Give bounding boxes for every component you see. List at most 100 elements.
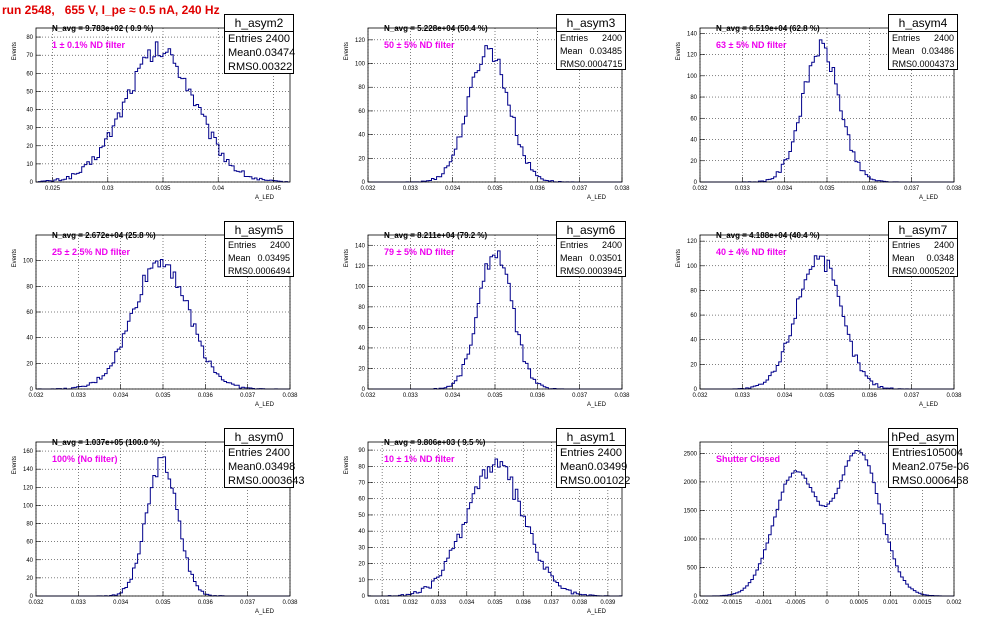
histogram-svg: 0.032 0.033 0.034 0.035 0.036 0.037 0.038 0 20 40… <box>676 27 962 201</box>
stats-value-mean: 0.03499 <box>587 461 628 473</box>
stats-row-mean: Mean 2.075e-06 <box>889 460 969 474</box>
histogram-panel-h_asym7: 0.032 0.033 0.034 0.035 0.036 0.037 0.038 0 20 40… <box>664 207 996 414</box>
y-axis-label: Events <box>344 42 350 60</box>
y-tick-label: 80 <box>358 464 365 470</box>
y-tick-label: 140 <box>687 31 698 37</box>
stats-box: h_asym4 Entries 2400 Mean 0.03486 RMS 0.000437… <box>888 14 958 70</box>
navg-label: N_avg = 4.188e+04 (40.4 %) <box>716 231 820 240</box>
histogram-panel-h_asym0: 0.032 0.033 0.034 0.035 0.036 0.037 0.038 0 20 40… <box>0 414 332 621</box>
y-tick-label: 60 <box>358 497 365 503</box>
page-title: run 2548, 655 V, I_pe ≈ 0.5 nA, 240 Hz <box>2 3 220 17</box>
y-tick-label: 40 <box>358 133 365 139</box>
y-tick-label: 20 <box>26 576 33 582</box>
stats-box-title: h_asym0 <box>225 429 293 446</box>
filter-label: 1 ± 0.1% ND filter <box>52 40 125 50</box>
x-tick-label: 0.033 <box>735 186 751 192</box>
y-tick-label: 100 <box>687 264 698 270</box>
histogram-line <box>699 450 955 597</box>
y-tick-label: 30 <box>358 545 365 551</box>
x-tick-label: 0.038 <box>572 600 588 606</box>
stats-row-rms: RMS 0.0004715 <box>557 58 625 71</box>
y-axis-label: Events <box>344 249 350 267</box>
x-axis-label: A_LED <box>919 402 939 408</box>
stats-row-rms: RMS 0.0003945 <box>557 265 625 278</box>
histogram-panel-h_asym6: 0.032 0.033 0.034 0.035 0.036 0.037 0.038 0 20 40… <box>332 207 664 414</box>
filter-label: 63 ± 5% ND filter <box>716 40 787 50</box>
y-tick-label: 40 <box>690 338 697 344</box>
x-tick-label: 0.031 <box>375 600 391 606</box>
x-axis-label: A_LED <box>919 195 939 201</box>
stats-value-entries: 2400 <box>933 33 954 43</box>
x-tick-label: 0.036 <box>198 600 214 606</box>
histogram-svg: 0.032 0.033 0.034 0.035 0.036 0.037 0.038 0 20 40… <box>676 234 962 408</box>
y-tick-label: 80 <box>358 305 365 311</box>
y-tick-label: 30 <box>26 126 33 132</box>
y-tick-label: 0 <box>694 180 698 186</box>
stats-label-mean: Mean <box>560 461 588 473</box>
filter-label: 100% (No filter) <box>52 454 118 464</box>
y-tick-label: 100 <box>23 503 34 509</box>
y-tick-label: 80 <box>26 35 33 41</box>
y-tick-label: 0 <box>30 180 34 186</box>
stats-box: h_asym2 Entries 2400 Mean 0.03474 RMS 0.00322 <box>224 14 295 74</box>
x-tick-label: 0.034 <box>777 186 793 192</box>
x-tick-label: 0.032 <box>692 393 708 399</box>
y-tick-label: 10 <box>358 578 365 584</box>
x-tick-label: 0.037 <box>904 186 920 192</box>
y-axis-label: Events <box>676 42 682 60</box>
y-tick-label: 80 <box>690 95 697 101</box>
y-tick-label: 20 <box>690 362 697 368</box>
histogram-panel-hPed_asym: -0.002 -0.0015 -0.001 -0.0005 0 0.0005 0.001 0.… <box>664 414 996 621</box>
histogram-svg: 0.032 0.033 0.034 0.035 0.036 0.037 0.038 0 20 40… <box>12 234 298 408</box>
y-tick-label: 120 <box>23 485 34 491</box>
y-tick-label: 70 <box>26 53 33 59</box>
stats-label-mean: Mean <box>560 253 583 263</box>
stats-box: hPed_asym Entries 105004 Mean 2.075e-06 RMS 0.… <box>888 428 969 488</box>
x-tick-label: 0.037 <box>572 393 588 399</box>
y-tick-label: 1500 <box>684 508 698 514</box>
histogram-line <box>35 259 291 390</box>
x-tick-label: 0.038 <box>614 186 630 192</box>
stats-row-mean: Mean 0.03495 <box>225 252 293 265</box>
y-tick-label: 0 <box>694 387 698 393</box>
stats-value-entries: 2400 <box>269 240 290 250</box>
stats-box: h_asym7 Entries 2400 Mean 0.0348 RMS 0.0005202 <box>888 221 958 277</box>
stats-box-title: h_asym7 <box>889 222 957 239</box>
stats-box-title: h_asym3 <box>557 15 625 32</box>
stats-label-mean: Mean <box>560 46 583 56</box>
stats-row-entries: Entries 2400 <box>225 239 293 252</box>
stats-label-mean: Mean <box>228 461 256 473</box>
histogram-panel-h_asym4: 0.032 0.033 0.034 0.035 0.036 0.037 0.038 0 20 40… <box>664 0 996 207</box>
stats-value-mean: 0.03495 <box>257 253 290 263</box>
navg-label: N_avg = 5.228e+04 (50.4 %) <box>384 24 488 33</box>
stats-row-entries: Entries 2400 <box>225 32 293 46</box>
stats-value-entries: 2400 <box>601 240 622 250</box>
y-tick-label: 10 <box>26 162 33 168</box>
y-tick-label: 500 <box>687 565 698 571</box>
x-tick-label: 0.002 <box>946 600 962 606</box>
x-axis-label: A_LED <box>255 402 275 408</box>
stats-label-entries: Entries <box>228 447 263 459</box>
stats-label-entries: Entries <box>560 33 589 43</box>
x-tick-label: 0.045 <box>266 186 282 192</box>
filter-label: Shutter Closed <box>716 454 781 464</box>
navg-label: N_avg = 1.037e+05 (100.0 %) <box>52 438 161 447</box>
y-tick-label: 80 <box>690 288 697 294</box>
x-tick-label: 0.034 <box>777 393 793 399</box>
y-tick-label: 60 <box>26 71 33 77</box>
x-tick-label: 0.035 <box>487 186 503 192</box>
stats-box-title: hPed_asym <box>889 429 957 446</box>
stats-row-entries: Entries 2400 <box>557 446 625 460</box>
stats-value-rms: 0.00322 <box>252 61 293 73</box>
stats-row-rms: RMS 0.0003643 <box>225 474 304 488</box>
y-tick-label: 160 <box>23 449 34 455</box>
y-axis-label: Events <box>12 42 18 60</box>
x-tick-label: 0.032 <box>692 186 708 192</box>
y-tick-label: 20 <box>358 562 365 568</box>
y-tick-label: 20 <box>26 361 33 367</box>
x-tick-label: 0.033 <box>71 393 87 399</box>
navg-label: N_avg = 9.783e+02 ( 0.9 %) <box>52 24 154 33</box>
x-tick-label: 0.035 <box>487 393 503 399</box>
stats-box-title: h_asym6 <box>557 222 625 239</box>
stats-row-entries: Entries 2400 <box>889 32 957 45</box>
